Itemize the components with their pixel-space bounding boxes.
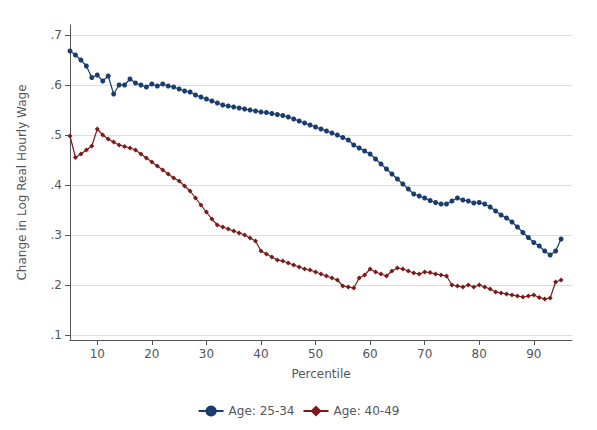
svg-text:60: 60 <box>362 347 377 361</box>
svg-text:Percentile: Percentile <box>291 367 350 381</box>
svg-text:20: 20 <box>144 347 159 361</box>
svg-text:.6: .6 <box>51 78 62 92</box>
svg-text:.1: .1 <box>51 328 62 342</box>
svg-text:.7: .7 <box>51 28 62 42</box>
svg-text:.4: .4 <box>51 178 62 192</box>
svg-text:.5: .5 <box>51 128 62 142</box>
svg-text:70: 70 <box>417 347 432 361</box>
svg-text:40: 40 <box>253 347 268 361</box>
svg-text:Change in Log Real Hourly Wage: Change in Log Real Hourly Wage <box>15 84 29 280</box>
svg-text:Age: 25-34: Age: 25-34 <box>229 404 295 418</box>
svg-text:50: 50 <box>308 347 323 361</box>
svg-text:.3: .3 <box>51 228 62 242</box>
svg-text:.2: .2 <box>51 278 62 292</box>
svg-text:90: 90 <box>526 347 541 361</box>
svg-text:10: 10 <box>90 347 105 361</box>
svg-text:80: 80 <box>472 347 487 361</box>
svg-text:30: 30 <box>199 347 214 361</box>
svg-text:Age: 40-49: Age: 40-49 <box>334 404 400 418</box>
